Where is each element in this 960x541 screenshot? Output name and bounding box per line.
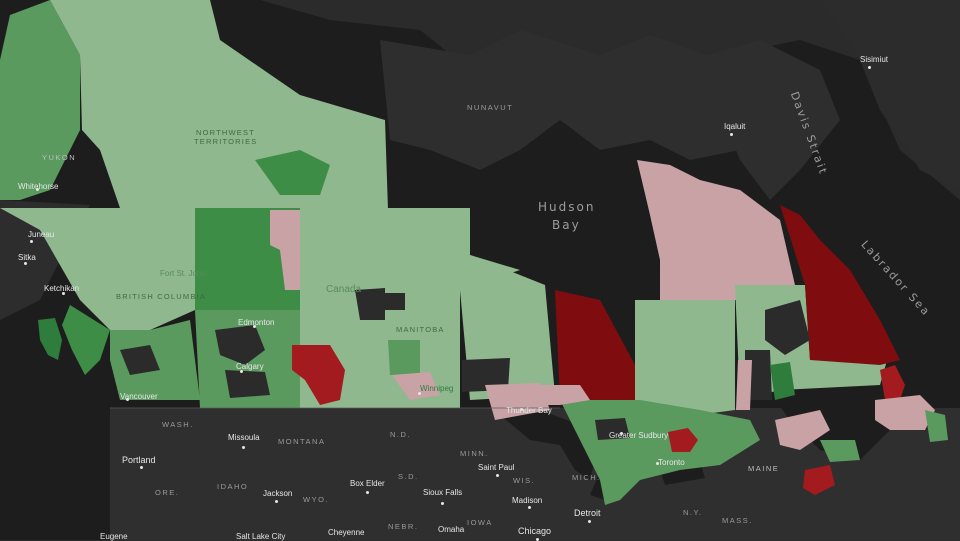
- sisimiut-dot: [868, 66, 871, 69]
- greenland: [820, 0, 960, 190]
- vancouver-dot: [126, 398, 129, 401]
- region-bc-coast[interactable]: [62, 305, 110, 375]
- jackson-dot: [275, 500, 278, 503]
- sudbury-dot: [620, 432, 623, 435]
- region-manitoba-dark: [385, 293, 405, 310]
- calgary-dot: [240, 370, 243, 373]
- region-quebec-mid[interactable]: [635, 300, 735, 420]
- region-ontario-dark: [462, 358, 510, 392]
- region-nwt-darkbit[interactable]: [255, 150, 330, 195]
- sioux-falls-dot: [441, 502, 444, 505]
- ketchikan-dot: [62, 292, 65, 295]
- edmonton-dot: [253, 325, 256, 328]
- region-ontario-north-red[interactable]: [555, 290, 635, 410]
- arctic-islands: [380, 30, 760, 170]
- winnipeg-dot: [418, 392, 421, 395]
- region-maritime-red[interactable]: [803, 465, 835, 495]
- region-bc-dark: [120, 345, 160, 375]
- region-newfoundland-red[interactable]: [880, 365, 905, 400]
- toronto-dot: [656, 462, 659, 465]
- region-alberta-dark2: [225, 370, 270, 398]
- region-quebec-pink2[interactable]: [736, 360, 752, 410]
- region-quebec-north-pink[interactable]: [637, 160, 795, 300]
- region-alberta-dark: [215, 325, 265, 365]
- region-sask-dark: [355, 288, 385, 320]
- region-maritime-green[interactable]: [820, 440, 860, 462]
- saint-paul-dot: [496, 474, 499, 477]
- region-manitoba-pink[interactable]: [392, 372, 440, 400]
- sitka-dot: [24, 262, 27, 265]
- region-labrador-red[interactable]: [780, 205, 900, 365]
- region-sask-red[interactable]: [292, 345, 345, 405]
- region-newfoundland-green[interactable]: [925, 410, 948, 442]
- baffin-island: [690, 40, 840, 200]
- region-quebec-dark1: [765, 300, 810, 355]
- region-manitoba[interactable]: [388, 208, 520, 408]
- juneau-dot: [30, 240, 33, 243]
- region-ontario-red-spot[interactable]: [668, 428, 698, 452]
- region-ontario-pink-belt[interactable]: [525, 385, 590, 405]
- region-bc-north[interactable]: [0, 208, 195, 330]
- detroit-dot: [588, 520, 591, 523]
- region-manitoba-green[interactable]: [388, 340, 420, 375]
- iqaluit-dot: [730, 133, 733, 136]
- region-island[interactable]: [38, 318, 62, 360]
- region-yukon[interactable]: [0, 0, 80, 200]
- madison-dot: [528, 506, 531, 509]
- portland-dot: [140, 466, 143, 469]
- thunder-bay-dot: [520, 408, 523, 411]
- box-elder-dot: [366, 491, 369, 494]
- hudson-bay: [470, 150, 660, 330]
- region-alberta-pink[interactable]: [270, 210, 300, 290]
- region-sudbury-dark: [595, 418, 630, 440]
- region-newfoundland-pink[interactable]: [875, 395, 935, 430]
- region-maritime-pink[interactable]: [775, 410, 830, 450]
- landmass: [0, 0, 960, 200]
- region-quebec-darkgreen[interactable]: [770, 362, 795, 400]
- great-lakes: [500, 410, 705, 500]
- missoula-dot: [242, 446, 245, 449]
- james-bay: [600, 300, 640, 360]
- whitehorse-dot: [36, 188, 39, 191]
